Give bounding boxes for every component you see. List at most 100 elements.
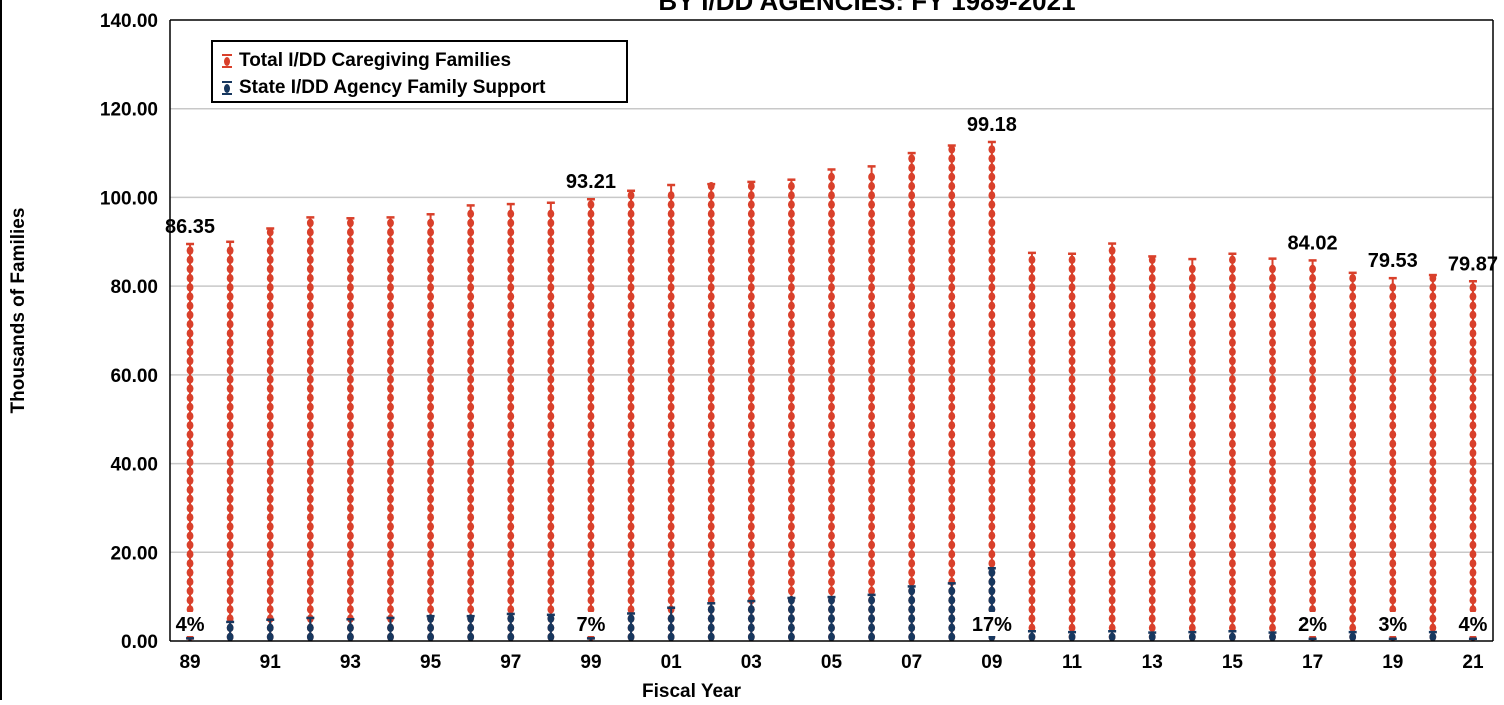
family-support-bar-18 xyxy=(1348,630,1357,642)
total-families-bar-92 xyxy=(306,216,315,642)
total-families-bar-05 xyxy=(827,168,836,642)
family-support-bar-07 xyxy=(907,585,916,642)
x-tick-label: 99 xyxy=(580,652,601,673)
x-tick-label: 21 xyxy=(1462,652,1484,673)
legend-marker-total xyxy=(222,54,232,68)
family-support-bar-04 xyxy=(787,596,796,642)
x-tick-label: 19 xyxy=(1382,652,1403,673)
total-families-bar-98 xyxy=(546,201,555,642)
total-families-bar-08 xyxy=(947,144,956,642)
data-label: 2% xyxy=(1298,614,1327,636)
data-label: 3% xyxy=(1378,614,1407,636)
y-tick-label: 60.00 xyxy=(110,366,158,387)
family-support-bar-95 xyxy=(426,614,435,642)
total-families-bar-03 xyxy=(747,180,756,642)
total-families-bar-09 xyxy=(987,140,996,642)
total-families-bar-16 xyxy=(1268,257,1277,642)
chart-title: BY I/DD AGENCIES: FY 1989-2021 xyxy=(658,0,1076,16)
x-tick-label: 17 xyxy=(1302,652,1323,673)
family-support-bar-15 xyxy=(1228,629,1237,642)
data-label: 84.02 xyxy=(1288,232,1338,254)
family-support-bar-97 xyxy=(506,612,515,642)
family-support-bar-02 xyxy=(707,602,716,642)
x-tick-label: 13 xyxy=(1142,652,1163,673)
data-label: 17% xyxy=(972,614,1012,636)
data-label: 7% xyxy=(577,614,606,636)
y-tick-label: 140.00 xyxy=(100,11,158,32)
y-tick-label: 0.00 xyxy=(121,632,158,653)
x-tick-label: 07 xyxy=(901,652,922,673)
total-families-bar-12 xyxy=(1108,242,1117,642)
total-families-bar-21 xyxy=(1468,280,1477,642)
x-tick-label: 91 xyxy=(260,652,282,673)
total-families-bar-94 xyxy=(386,216,395,642)
family-support-bar-92 xyxy=(306,616,315,642)
family-support-bar-90 xyxy=(226,620,235,642)
legend-label-support: State I/DD Agency Family Support xyxy=(239,77,546,98)
total-families-bar-13 xyxy=(1148,255,1157,642)
family-support-bar-96 xyxy=(466,614,475,642)
family-support-bar-16 xyxy=(1268,631,1277,642)
data-label: 79.87 xyxy=(1448,253,1498,275)
total-families-bar-93 xyxy=(346,217,355,642)
x-axis-title: Fiscal Year xyxy=(642,681,742,700)
family-support-bar-10 xyxy=(1027,629,1036,642)
total-families-bar-17 xyxy=(1308,259,1317,642)
total-families-bar-11 xyxy=(1068,252,1077,642)
family-support-bar-01 xyxy=(667,606,676,642)
total-families-bar-00 xyxy=(627,189,636,642)
total-families-bar-95 xyxy=(426,213,435,642)
total-families-bar-20 xyxy=(1428,273,1437,642)
y-tick-label: 80.00 xyxy=(110,277,158,298)
family-support-bar-20 xyxy=(1428,630,1437,642)
x-tick-label: 89 xyxy=(179,652,200,673)
total-families-bar-91 xyxy=(266,227,275,642)
total-families-bar-15 xyxy=(1228,252,1237,642)
legend-item-support: State I/DD Agency Family Support xyxy=(222,76,546,100)
x-tick-label: 03 xyxy=(741,652,762,673)
legend-label-total: Total I/DD Caregiving Families xyxy=(239,50,512,71)
x-tick-label: 09 xyxy=(981,652,1002,673)
family-support-bar-08 xyxy=(947,582,956,642)
total-families-bar-06 xyxy=(867,165,876,642)
y-tick-label: 120.00 xyxy=(100,100,158,121)
family-support-bar-12 xyxy=(1108,629,1117,642)
family-support-bar-14 xyxy=(1188,630,1197,642)
total-families-bar-14 xyxy=(1188,257,1197,642)
legend-item-total: Total I/DD Caregiving Families xyxy=(222,49,512,73)
total-families-bar-01 xyxy=(667,183,676,642)
legend-marker-support xyxy=(222,81,232,95)
family-support-bar-05 xyxy=(827,595,836,642)
data-label: 4% xyxy=(1459,614,1488,636)
family-support-bar-94 xyxy=(386,616,395,642)
x-tick-label: 93 xyxy=(340,652,361,673)
y-tick-label: 100.00 xyxy=(100,188,158,209)
family-support-bar-93 xyxy=(346,618,355,642)
family-support-bar-00 xyxy=(627,612,636,642)
family-support-bar-03 xyxy=(747,599,756,642)
total-families-bar-99 xyxy=(586,197,595,642)
total-families-bar-89 xyxy=(186,242,195,642)
total-families-bar-19 xyxy=(1388,276,1397,642)
family-support-bar-13 xyxy=(1148,631,1157,642)
data-label: 86.35 xyxy=(165,216,215,238)
total-families-bar-18 xyxy=(1348,271,1357,642)
total-families-bar-96 xyxy=(466,204,475,642)
family-support-bar-98 xyxy=(546,613,555,642)
y-axis-title: Thousands of Families xyxy=(8,208,29,414)
total-families-bar-90 xyxy=(226,240,235,642)
x-tick-label: 01 xyxy=(661,652,683,673)
total-families-bar-10 xyxy=(1027,251,1036,642)
family-support-bar-11 xyxy=(1068,630,1077,642)
x-tick-label: 15 xyxy=(1222,652,1244,673)
total-families-bar-07 xyxy=(907,151,916,642)
total-families-bar-97 xyxy=(506,202,515,642)
y-tick-label: 40.00 xyxy=(110,455,158,476)
x-tick-label: 05 xyxy=(821,652,843,673)
data-label: 4% xyxy=(176,614,205,636)
data-label: 79.53 xyxy=(1368,250,1418,272)
family-support-bar-91 xyxy=(266,618,275,642)
total-families-bar-04 xyxy=(787,178,796,642)
